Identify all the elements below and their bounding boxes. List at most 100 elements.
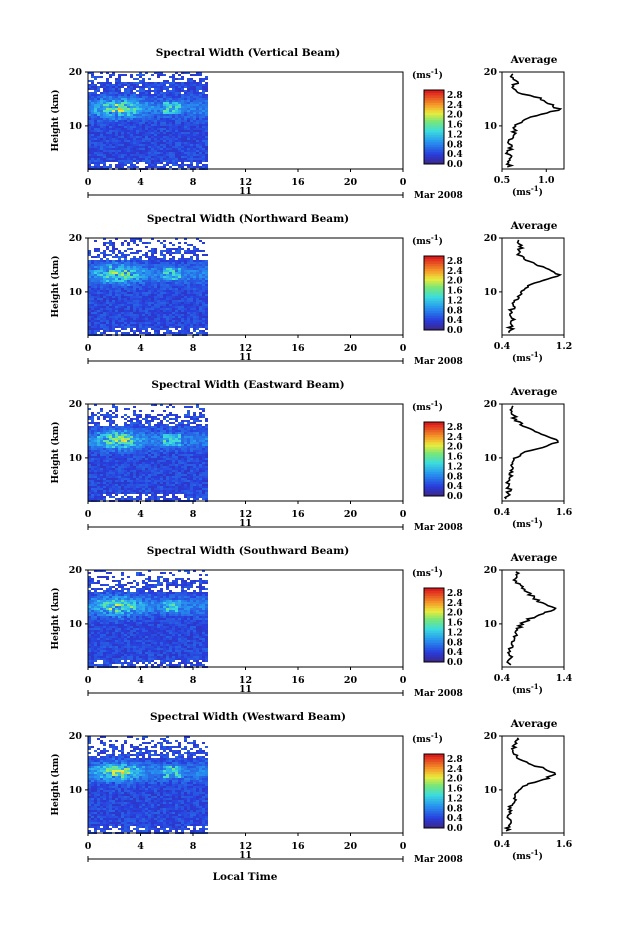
heat-cell — [139, 256, 142, 258]
heat-cell — [106, 102, 109, 104]
heat-cell — [142, 288, 145, 290]
colorbar-step — [424, 258, 444, 262]
heat-cell — [184, 142, 187, 144]
heat-cell — [163, 144, 166, 146]
heat-cell — [109, 316, 112, 318]
heat-cell — [91, 106, 94, 108]
heat-cell — [190, 306, 193, 308]
heat-cell — [181, 122, 184, 124]
heat-cell — [199, 84, 202, 86]
heat-cell — [184, 120, 187, 122]
heat-cell — [205, 82, 208, 84]
heat-cell — [115, 256, 118, 258]
heat-cell — [196, 266, 199, 268]
heat-cell — [106, 134, 109, 136]
heat-cell — [106, 440, 109, 442]
heat-cell — [187, 438, 190, 440]
heat-cell — [205, 164, 208, 166]
y-axis-label: Height (km) — [50, 255, 61, 317]
heat-cell — [154, 284, 157, 286]
heat-cell — [133, 134, 136, 136]
heat-cell — [175, 452, 178, 454]
heat-cell — [169, 108, 172, 110]
heat-cell — [124, 486, 127, 488]
heat-cell — [133, 456, 136, 458]
heat-cell — [178, 428, 181, 430]
heat-cell — [145, 294, 148, 296]
heat-cell — [118, 96, 121, 98]
heat-cell — [154, 114, 157, 116]
heat-cell — [166, 440, 169, 442]
heat-cell — [118, 482, 121, 484]
heat-cell — [121, 444, 124, 446]
heat-cell — [205, 320, 208, 322]
heat-cell — [175, 280, 178, 282]
heat-cell — [154, 124, 157, 126]
average-profile-line — [504, 73, 563, 168]
heat-cell — [133, 110, 136, 112]
heat-cell — [130, 134, 133, 136]
heat-cell — [97, 272, 100, 274]
heat-cell — [163, 300, 166, 302]
heat-cell — [157, 162, 160, 164]
heat-cell — [124, 324, 127, 326]
heat-cell — [151, 480, 154, 482]
heat-cell — [106, 308, 109, 310]
heat-cell — [181, 454, 184, 456]
heat-cell — [148, 326, 151, 328]
heat-cell — [91, 422, 94, 424]
x-tick-label: 4 — [137, 343, 144, 354]
heat-cell — [130, 102, 133, 104]
heat-cell — [112, 132, 115, 134]
heat-cell — [184, 130, 187, 132]
heat-cell — [133, 432, 136, 434]
heat-cell — [193, 96, 196, 98]
heat-cell — [112, 330, 115, 332]
heat-cell — [139, 136, 142, 138]
heat-cell — [133, 478, 136, 480]
heat-cell — [202, 108, 205, 110]
heat-cell — [115, 150, 118, 152]
heat-cell — [130, 162, 133, 164]
heat-cell — [190, 244, 193, 246]
heat-cell — [142, 296, 145, 298]
heat-cell — [115, 266, 118, 268]
heat-cell — [181, 452, 184, 454]
heat-cell — [97, 444, 100, 446]
heat-cell — [130, 108, 133, 110]
heat-cell — [106, 438, 109, 440]
heat-cell — [187, 258, 190, 260]
heat-cell — [187, 164, 190, 166]
heat-cell — [202, 456, 205, 458]
heat-cell — [106, 448, 109, 450]
heat-cell — [175, 450, 178, 452]
heat-cell — [121, 484, 124, 486]
heat-cell — [196, 118, 199, 120]
heat-cell — [196, 268, 199, 270]
heat-cell — [133, 270, 136, 272]
heat-cell — [172, 80, 175, 82]
heat-cell — [163, 440, 166, 442]
heat-cell — [130, 456, 133, 458]
heat-cell — [163, 136, 166, 138]
heat-cell — [127, 486, 130, 488]
heat-cell — [139, 422, 142, 424]
heat-cell — [172, 484, 175, 486]
heat-cell — [157, 328, 160, 330]
heat-cell — [142, 292, 145, 294]
heat-cell — [142, 84, 145, 86]
heat-cell — [193, 458, 196, 460]
heat-cell — [124, 152, 127, 154]
heat-cell — [109, 92, 112, 94]
heat-cell — [94, 84, 97, 86]
heat-cell — [145, 122, 148, 124]
heat-cell — [154, 158, 157, 160]
heat-cell — [118, 432, 121, 434]
heat-cell — [133, 462, 136, 464]
heat-cell — [112, 90, 115, 92]
heat-cell — [151, 282, 154, 284]
heat-cell — [91, 286, 94, 288]
heat-cell — [136, 82, 139, 84]
heat-cell — [91, 460, 94, 462]
heat-cell — [199, 318, 202, 320]
